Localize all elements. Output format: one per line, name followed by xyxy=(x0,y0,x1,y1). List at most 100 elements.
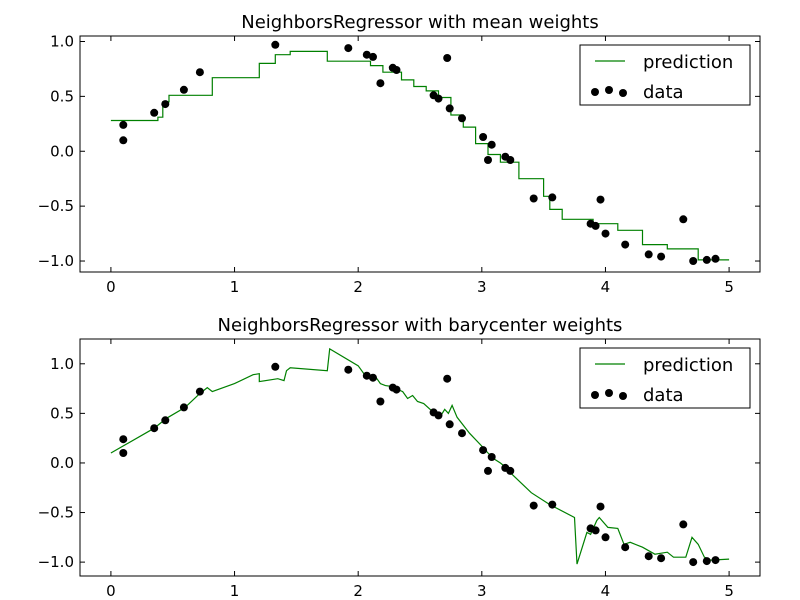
x-tick-label: 4 xyxy=(601,582,611,600)
x-tick-label: 0 xyxy=(106,582,116,600)
data-point xyxy=(344,44,353,53)
data-point xyxy=(484,156,492,164)
data-point xyxy=(376,397,385,406)
data-point xyxy=(591,526,600,535)
legend-box xyxy=(579,44,751,106)
x-tick-label: 2 xyxy=(353,582,363,600)
data-point xyxy=(362,50,371,59)
data-point xyxy=(548,500,557,509)
data-point xyxy=(369,373,377,382)
data-point xyxy=(119,449,128,457)
data-point xyxy=(596,195,605,204)
data-point xyxy=(150,108,159,117)
data-point xyxy=(161,416,170,425)
x-tick-label: 5 xyxy=(724,278,734,296)
data-point xyxy=(689,558,698,567)
data-point xyxy=(529,501,538,510)
data-point xyxy=(506,156,515,164)
data-point xyxy=(434,411,443,420)
y-tick-label: −1.0 xyxy=(38,252,74,270)
chart-mean-weights: NeighborsRegressor with mean weights 0 1 2… xyxy=(38,12,761,296)
data-point xyxy=(702,255,711,264)
data-point xyxy=(179,403,188,412)
ticks: 0 1 2 3 4 5 1.0 0.5 0.0 −0.5 −1.0 xyxy=(38,339,760,600)
data-point xyxy=(443,54,452,62)
data-point xyxy=(479,446,488,455)
data-point xyxy=(458,114,466,123)
legend-data-label: data xyxy=(643,82,684,103)
data-point xyxy=(644,552,653,561)
data-point xyxy=(195,387,204,396)
data-point xyxy=(601,533,610,542)
data-point xyxy=(621,240,630,249)
data-point xyxy=(484,466,492,475)
y-tick-label: 0.0 xyxy=(50,454,74,472)
chart-title: NeighborsRegressor with barycenter weigh… xyxy=(218,315,623,336)
x-tick-label: 2 xyxy=(353,278,363,296)
data-point xyxy=(392,66,401,74)
plot-marks xyxy=(110,40,730,265)
data-point xyxy=(119,435,128,444)
y-tick-label: −0.5 xyxy=(38,504,74,522)
legend-box xyxy=(579,347,751,409)
data-point xyxy=(271,40,280,49)
legend-prediction-label: prediction xyxy=(643,52,733,73)
data-point xyxy=(271,362,280,371)
x-tick-label: 1 xyxy=(230,582,240,600)
data-point xyxy=(644,250,653,259)
data-point xyxy=(150,424,159,433)
data-point xyxy=(369,52,377,61)
data-point xyxy=(443,374,452,383)
x-tick-label: 5 xyxy=(724,582,734,600)
data-point xyxy=(679,520,688,529)
data-point xyxy=(119,120,128,129)
data-point xyxy=(376,79,385,88)
axes-frame xyxy=(79,35,761,273)
data-point xyxy=(487,140,496,149)
data-point xyxy=(487,453,496,461)
data-point xyxy=(591,221,600,230)
x-tick-label: 3 xyxy=(477,278,487,296)
x-tick-label: 0 xyxy=(106,278,116,296)
data-point xyxy=(344,365,353,374)
data-point xyxy=(548,193,557,202)
legend-data-marker xyxy=(591,88,599,96)
x-tick-label: 4 xyxy=(601,278,611,296)
data-point xyxy=(445,104,454,113)
ticks: 0 1 2 3 4 5 1.0 0.5 0.0 −0.5 −1.0 xyxy=(38,32,760,296)
data-point xyxy=(596,502,605,511)
legend-data-marker xyxy=(619,392,627,400)
data-point xyxy=(161,100,170,109)
legend-data-marker xyxy=(619,89,627,97)
data-point xyxy=(392,385,401,394)
data-point xyxy=(434,94,443,103)
axes-frame xyxy=(79,338,761,577)
plot-marks xyxy=(110,347,730,567)
data-point xyxy=(529,194,538,203)
y-tick-label: −0.5 xyxy=(38,197,74,215)
legend-data-marker xyxy=(605,389,613,397)
data-point xyxy=(179,85,188,94)
chart-barycenter-weights: NeighborsRegressor with barycenter weigh… xyxy=(38,315,761,600)
data-point xyxy=(711,254,720,263)
y-tick-label: 0.0 xyxy=(50,142,74,160)
legend-data-label: data xyxy=(643,385,684,406)
y-tick-label: 1.0 xyxy=(50,355,74,373)
data-point xyxy=(458,429,466,438)
legend: prediction data xyxy=(579,44,751,106)
data-point xyxy=(362,371,371,380)
data-point xyxy=(657,554,666,563)
data-point xyxy=(689,257,698,265)
y-tick-label: 1.0 xyxy=(50,32,74,50)
legend: prediction data xyxy=(579,347,751,409)
legend-prediction-label: prediction xyxy=(643,355,733,376)
data-point xyxy=(702,557,711,566)
legend-data-marker xyxy=(591,391,599,399)
y-tick-label: −1.0 xyxy=(38,553,74,571)
y-tick-label: 0.5 xyxy=(50,87,74,105)
data-point xyxy=(621,543,630,552)
data-point xyxy=(679,215,688,224)
chart-title: NeighborsRegressor with mean weights xyxy=(241,12,599,33)
data-point xyxy=(711,556,720,565)
